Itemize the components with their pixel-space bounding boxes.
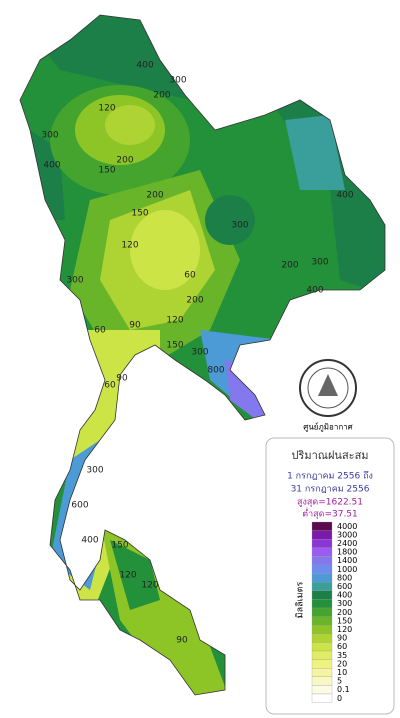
legend-label: 60 [337, 642, 347, 651]
contour-label: 400 [336, 191, 353, 201]
contour-label: 120 [119, 571, 136, 581]
legend-swatch [311, 642, 333, 652]
legend-swatch [311, 625, 333, 634]
legend-swatch [311, 573, 333, 583]
contour-label: 150 [131, 209, 148, 219]
contour-label: 200 [186, 296, 203, 306]
contour-label: 120 [166, 316, 183, 326]
legend-label: 10 [337, 668, 347, 677]
contour-label: 200 [116, 156, 133, 166]
contour-label: 60 [104, 381, 116, 391]
contour-label: 400 [43, 161, 60, 171]
legend-label: 1800 [337, 548, 357, 557]
contour-label: 400 [136, 61, 153, 71]
legend-label: 0.1 [337, 685, 350, 694]
legend-swatch [311, 693, 333, 703]
legend-swatch [311, 564, 333, 574]
legend-swatch [311, 659, 333, 669]
contour-label: 300 [86, 466, 103, 476]
contour-label: 200 [153, 91, 170, 101]
legend-label: 1400 [337, 556, 357, 565]
legend-label: 600 [337, 582, 352, 591]
contour-label: 300 [191, 348, 208, 358]
legend-label: 4000 [337, 522, 357, 531]
unit-label: มิลลิเมตร [295, 582, 306, 619]
contour-label: 600 [71, 501, 88, 511]
legend-swatch [311, 599, 333, 609]
period-start: 1 กรกฎาคม 2556 ถึง [287, 471, 373, 482]
contour-label: 150 [111, 541, 128, 551]
legend-swatch [311, 547, 333, 557]
legend-swatch [311, 676, 333, 686]
legend-swatch [311, 539, 333, 548]
contour-label: 300 [41, 131, 58, 141]
legend-swatch [311, 556, 333, 566]
legend-swatch [311, 650, 333, 660]
legend-swatch [311, 521, 333, 531]
legend: ปริมาณฝนสะสม 1 กรกฎาคม 2556 ถึง 31 กรกฎา… [265, 437, 395, 715]
contour-label: 150 [166, 341, 183, 351]
legend-label: 3000 [337, 530, 357, 539]
legend-label: 35 [337, 651, 347, 660]
contour-label: 300 [231, 221, 248, 231]
legend-swatch [311, 668, 333, 677]
logo-caption: ศูนย์ภูมิอากาศ [303, 422, 353, 433]
legend-title: ปริมาณฝนสะสม [291, 449, 368, 462]
legend-swatch [311, 685, 333, 695]
contour-label: 90 [176, 636, 188, 646]
legend-label: 2400 [337, 539, 357, 548]
legend-label: 0 [337, 694, 342, 703]
legend-swatch [311, 590, 333, 600]
legend-label: 800 [337, 573, 352, 582]
legend-scale: 4000300024001800140010008006004003002001… [311, 521, 357, 703]
contour-label: 60 [94, 326, 106, 336]
legend-swatch [311, 530, 333, 540]
contour-label: 60 [184, 271, 196, 281]
legend-label: 150 [337, 616, 352, 625]
legend-label: 5 [337, 677, 342, 686]
legend-label: 20 [337, 659, 347, 668]
contour-label: 200 [281, 261, 298, 271]
contour-label: 300 [66, 276, 83, 286]
contour-label: 120 [121, 241, 138, 251]
period-end: 31 กรกฎาคม 2556 [291, 485, 370, 495]
contour-label: 300 [169, 76, 186, 86]
contour-label: 90 [129, 321, 141, 331]
legend-swatch [311, 582, 333, 591]
max-value: สูงสุด=1622.51 [297, 498, 363, 508]
legend-swatch [311, 607, 333, 617]
contour-label: 300 [311, 258, 328, 268]
legend-label: 200 [337, 608, 352, 617]
contour-label: 150 [98, 166, 115, 176]
legend-label: 90 [337, 634, 347, 643]
country-outline [19, 14, 386, 696]
contour-label: 120 [141, 581, 158, 591]
contour-label: 400 [81, 536, 98, 546]
legend-label: 300 [337, 599, 352, 608]
min-value: ต่ำสุด=37.51 [302, 507, 358, 520]
logo: ศูนย์ภูมิอากาศ [299, 359, 357, 433]
legend-label: 400 [337, 591, 352, 600]
legend-swatch [311, 633, 333, 643]
contour-label: 800 [207, 366, 224, 376]
contour-label: 120 [98, 104, 115, 114]
legend-label: 120 [337, 625, 352, 634]
legend-swatch [311, 616, 333, 626]
contour-label: 200 [146, 191, 163, 201]
legend-label: 1000 [337, 565, 357, 574]
contour-label: 90 [116, 374, 128, 384]
contour-label: 400 [306, 286, 323, 296]
